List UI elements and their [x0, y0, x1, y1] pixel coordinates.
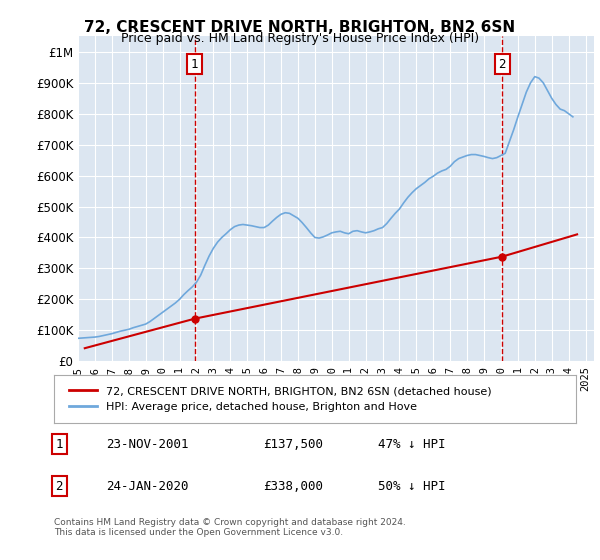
Text: 24-JAN-2020: 24-JAN-2020 [106, 479, 188, 493]
Text: 47% ↓ HPI: 47% ↓ HPI [377, 437, 445, 451]
Text: 1: 1 [191, 58, 199, 71]
Legend: 72, CRESCENT DRIVE NORTH, BRIGHTON, BN2 6SN (detached house), HPI: Average price: 72, CRESCENT DRIVE NORTH, BRIGHTON, BN2 … [65, 382, 496, 416]
Text: 23-NOV-2001: 23-NOV-2001 [106, 437, 188, 451]
Text: £137,500: £137,500 [263, 437, 323, 451]
Text: Contains HM Land Registry data © Crown copyright and database right 2024.
This d: Contains HM Land Registry data © Crown c… [54, 518, 406, 538]
Text: 2: 2 [499, 58, 506, 71]
Text: £338,000: £338,000 [263, 479, 323, 493]
Text: Price paid vs. HM Land Registry's House Price Index (HPI): Price paid vs. HM Land Registry's House … [121, 32, 479, 45]
Text: 50% ↓ HPI: 50% ↓ HPI [377, 479, 445, 493]
Text: 72, CRESCENT DRIVE NORTH, BRIGHTON, BN2 6SN: 72, CRESCENT DRIVE NORTH, BRIGHTON, BN2 … [85, 20, 515, 35]
Text: 2: 2 [55, 479, 63, 493]
Text: 1: 1 [55, 437, 63, 451]
